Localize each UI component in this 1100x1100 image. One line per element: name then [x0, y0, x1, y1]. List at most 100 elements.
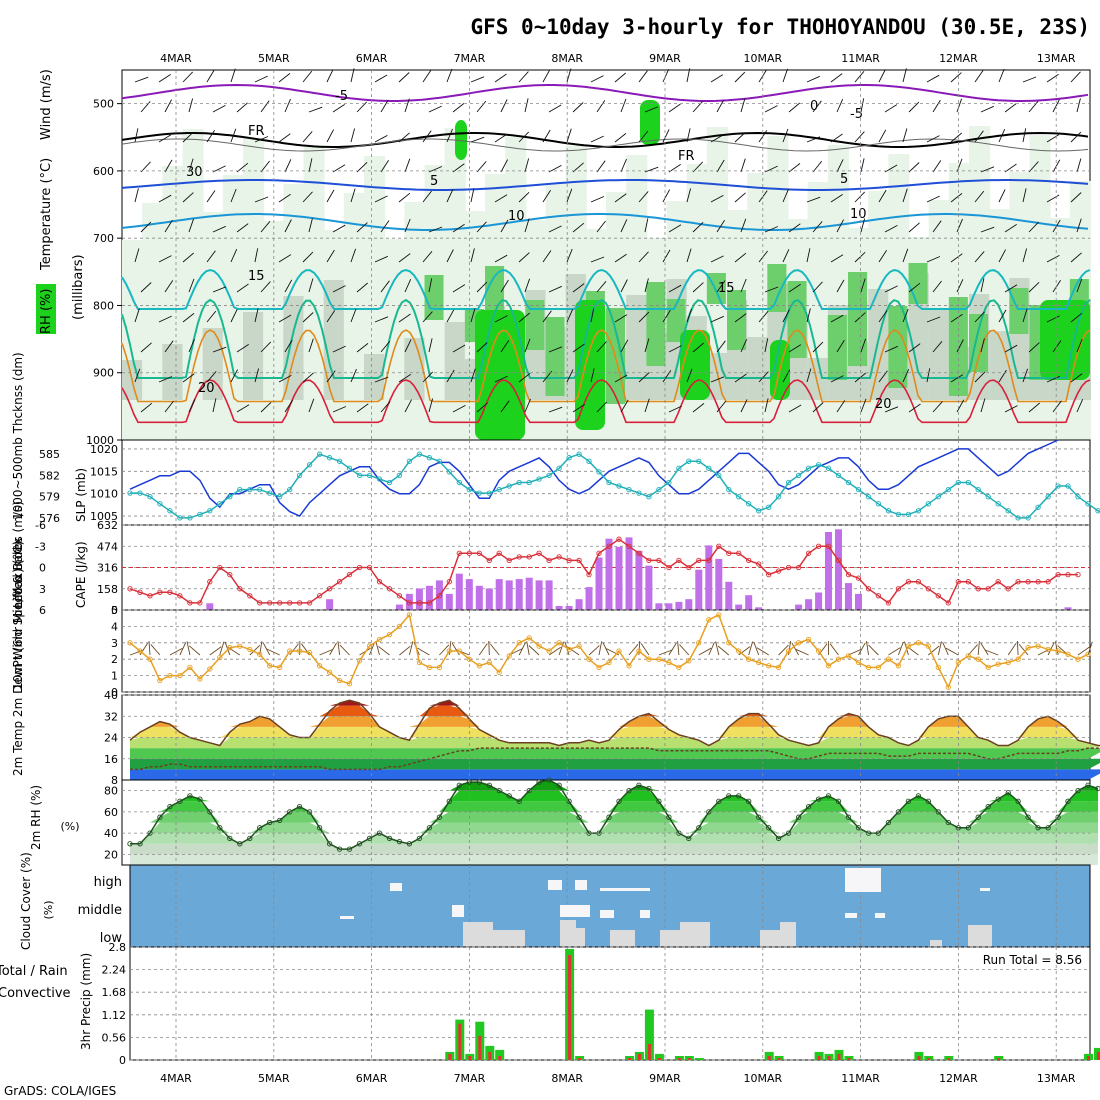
thickness-point [147, 494, 153, 500]
lifted-index-point [696, 557, 702, 564]
thickness-point [1005, 508, 1011, 514]
wind-barb [686, 68, 691, 83]
wind-barb [1028, 101, 1039, 113]
wind-barb [524, 218, 530, 233]
rh2m-point [825, 793, 832, 799]
lifted-index-tick-label: -3 [35, 540, 46, 553]
wind-barb [494, 315, 508, 323]
wind10m-point [466, 656, 472, 662]
rh2m-point [566, 798, 572, 804]
wind10m-point [277, 664, 283, 671]
thickness-point [296, 472, 303, 479]
cape-bar [745, 595, 753, 610]
temp2m-line [129, 699, 1100, 747]
wind-barb [284, 98, 291, 113]
wind-barb [644, 106, 659, 113]
wind10m-point [855, 659, 862, 666]
rh2m-point [336, 846, 343, 852]
rh-pale-cell [404, 202, 426, 440]
top-date-label: 5MAR [258, 52, 290, 65]
rh-mid-cell [787, 281, 807, 358]
cape-bar [625, 537, 633, 610]
cloud-cell [980, 888, 990, 891]
bottom-date-label: 13MAR [1037, 1072, 1076, 1085]
wind10m-point [346, 681, 353, 687]
thickness-line [130, 453, 1100, 519]
cape-bar [1064, 607, 1072, 610]
wind10m-barb [795, 648, 809, 656]
wind10m-barb [488, 640, 490, 656]
thickness-point [466, 486, 472, 493]
wind10m-barb [478, 643, 488, 656]
wind-barb [974, 70, 984, 83]
wind-barb [926, 135, 940, 143]
wind-barb [956, 399, 965, 413]
wind10m-point [756, 659, 762, 666]
thickness-point [606, 479, 612, 486]
cape-bar [405, 593, 413, 610]
wind10m-point [306, 649, 313, 656]
wind-barb [734, 192, 746, 203]
wind-barb [974, 130, 984, 143]
pressure-tick-label: 700 [93, 232, 114, 245]
wind10m-barb [259, 641, 263, 656]
wind-barb [398, 72, 410, 83]
wind-barb [230, 188, 237, 203]
wind-barb [380, 220, 390, 233]
lifted-index-point [636, 550, 642, 556]
wind-barb [950, 132, 962, 143]
wind-barb [476, 161, 487, 173]
isotherm-15 [121, 268, 1091, 310]
wind10m-point [696, 640, 702, 646]
rh-pale-cell [384, 239, 406, 440]
wind-barb [734, 373, 747, 383]
wind-barb [404, 218, 411, 233]
wind-tick-label: 2 [111, 653, 118, 666]
wind-barb [1046, 315, 1060, 323]
wind-barb [854, 191, 866, 203]
lifted-index-point [865, 586, 872, 592]
rh2m-point [1075, 787, 1081, 794]
wind-barb [404, 339, 412, 353]
wind-barb [494, 254, 508, 263]
wind-barb [380, 340, 391, 353]
lifted-index-point [855, 575, 862, 581]
temp2m-axes: 8 16 24 32 40 [104, 689, 118, 787]
rh-core-cell [680, 330, 710, 400]
wind-barb [326, 249, 335, 263]
wind-barb [452, 223, 465, 233]
lifted-index-tick-label: 0 [39, 562, 46, 575]
wind10m-point [716, 612, 722, 618]
wind10m-barb [928, 645, 940, 656]
wind-barb [932, 280, 942, 293]
thickness-point [1035, 504, 1041, 510]
wind-barb [572, 162, 584, 173]
wind-barb [716, 99, 725, 113]
wind10m-point [706, 617, 712, 623]
wind10m-barb [829, 643, 839, 656]
wind10m-barb [186, 641, 191, 656]
rh2m-point [306, 809, 313, 815]
wind-barb [860, 278, 866, 293]
wind10m-point [217, 654, 223, 661]
wind-barb [806, 136, 821, 143]
wind-barb [782, 369, 791, 383]
wind-barb [470, 248, 475, 263]
wind-barb [278, 133, 291, 143]
wind-barb [716, 220, 725, 233]
cape-bar [605, 538, 613, 610]
rh2m-point [616, 798, 622, 804]
precip-tick-label: 0.56 [102, 1031, 127, 1044]
rh2m-point [766, 825, 772, 831]
lifted-index-point [456, 550, 462, 556]
wind10m-barb [708, 642, 715, 656]
wind-barb [788, 344, 802, 353]
wind10m-barb [567, 646, 580, 656]
wind-barb [1022, 76, 1037, 83]
precip-convective-bar [637, 1053, 641, 1060]
wind-barb [476, 402, 488, 413]
wind-barb [596, 100, 606, 113]
wind-barb [182, 373, 195, 383]
rh-unit-label: (%) [60, 820, 79, 833]
wind-barb [1004, 284, 1018, 293]
